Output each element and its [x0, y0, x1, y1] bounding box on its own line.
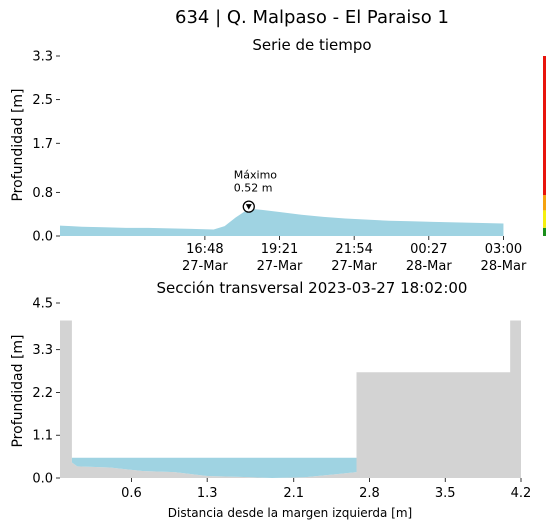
cross-section-x-axis: 0.6 1.3 2.1 2.8 3.5 4.2 — [121, 478, 531, 501]
cross-section-y-axis: 0.0 1.1 2.2 3.3 4.5 — [32, 297, 60, 487]
time-series-depth-area — [60, 208, 504, 236]
x-tick-date: 28-Mar — [406, 259, 452, 274]
time-series-max-annotation: Máximo 0.52 m — [234, 169, 278, 213]
time-series-ylabel: Profundidad [m] — [10, 88, 26, 201]
x-tick-date: 27-Mar — [257, 259, 303, 274]
max-arrow-icon — [245, 204, 252, 210]
x-tick-label: 1.3 — [197, 486, 218, 501]
cross-section-terrain — [60, 320, 521, 478]
alert-level-segment — [543, 56, 546, 196]
x-tick-time: 21:54 — [335, 242, 372, 257]
time-series-title: Serie de tiempo — [252, 36, 371, 54]
y-tick-label: 3.3 — [32, 50, 53, 65]
x-tick-label: 2.1 — [283, 486, 304, 501]
x-tick-date: 27-Mar — [331, 259, 377, 274]
alert-level-segment — [543, 210, 546, 228]
cross-section-title: Sección transversal 2023-03-27 18:02:00 — [157, 279, 468, 297]
y-tick-label: 3.3 — [32, 343, 53, 358]
figure-title: 634 | Q. Malpaso - El Paraiso 1 — [175, 7, 449, 28]
cross-section-xlabel: Distancia desde la margen izquierda [m] — [168, 506, 412, 520]
alert-level-segment — [543, 195, 546, 211]
time-series-x-axis: 16:48 27-Mar 19:21 27-Mar 21:54 27-Mar 00:27 28… — [182, 236, 527, 274]
cross-section-chart: Sección transversal 2023-03-27 18:02:00 … — [10, 279, 531, 520]
time-series-y-axis: 0.0 0.8 1.7 2.5 3.3 — [32, 50, 60, 245]
alert-level-bar — [543, 56, 546, 236]
alert-level-segment — [543, 227, 546, 236]
y-tick-label: 2.2 — [32, 386, 53, 401]
x-tick-time: 16:48 — [186, 242, 223, 257]
y-tick-label: 0.8 — [32, 186, 53, 201]
max-value: 0.52 m — [234, 182, 273, 195]
x-tick-time: 03:00 — [485, 242, 522, 257]
x-tick-time: 19:21 — [261, 242, 298, 257]
time-series-chart: Serie de tiempo Profundidad [m] 0.0 0.8 1.… — [10, 36, 546, 274]
x-tick-label: 4.2 — [511, 486, 532, 501]
y-tick-label: 0.0 — [32, 472, 53, 487]
y-tick-label: 1.7 — [32, 137, 53, 152]
x-tick-time: 00:27 — [410, 242, 447, 257]
y-tick-label: 1.1 — [32, 429, 53, 444]
cross-section-water — [71, 457, 357, 478]
x-tick-label: 2.8 — [359, 486, 380, 501]
x-tick-label: 0.6 — [121, 486, 142, 501]
x-tick-date: 27-Mar — [182, 259, 228, 274]
x-tick-date: 28-Mar — [481, 259, 527, 274]
max-label: Máximo — [234, 169, 278, 182]
x-tick-label: 3.5 — [435, 486, 456, 501]
y-tick-label: 2.5 — [32, 93, 53, 108]
y-tick-label: 0.0 — [32, 230, 53, 245]
cross-section-ylabel: Profundidad [m] — [10, 334, 26, 447]
y-tick-label: 4.5 — [32, 297, 53, 312]
